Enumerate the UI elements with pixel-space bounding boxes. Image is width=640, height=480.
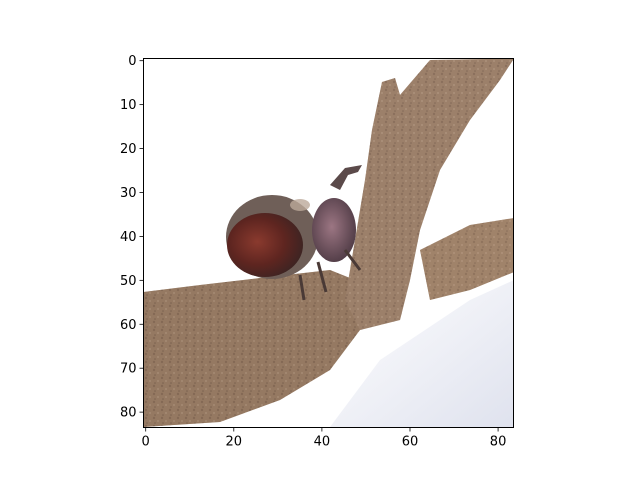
lower-branch [143, 270, 380, 427]
beetle-legs [298, 249, 362, 301]
beetle-highlight [290, 199, 310, 211]
ground-shadow [330, 280, 514, 427]
y-tick-label: 40 [120, 230, 137, 245]
beetle [226, 165, 362, 301]
photo-content [143, 58, 514, 428]
y-tick-label: 60 [120, 318, 137, 333]
y-tick-label: 30 [120, 186, 137, 201]
right-branch [420, 218, 514, 300]
main-branch [345, 58, 514, 330]
x-tick-label: 20 [226, 435, 243, 450]
x-tick-label: 0 [142, 435, 150, 450]
beetle-head [312, 198, 356, 262]
beetle-shell [227, 213, 303, 277]
axes-frame [143, 58, 514, 428]
right-branch-tint [420, 218, 514, 300]
y-tick-label: 20 [120, 142, 137, 157]
beetle-horn [330, 165, 362, 190]
y-axis: 0 10 20 30 40 50 60 70 80 [120, 54, 144, 421]
main-branch-tint [345, 58, 514, 330]
lower-branch-tint [143, 270, 380, 427]
x-tick-label: 40 [314, 435, 331, 450]
x-tick-label: 80 [490, 435, 507, 450]
y-tick-label: 80 [120, 406, 137, 421]
x-axis: 0 20 40 60 80 [142, 427, 507, 450]
y-tick-label: 70 [120, 362, 137, 377]
y-tick-label: 50 [120, 274, 137, 289]
y-tick-label: 10 [120, 98, 137, 113]
x-tick-label: 60 [402, 435, 419, 450]
y-tick-label: 0 [128, 54, 136, 69]
